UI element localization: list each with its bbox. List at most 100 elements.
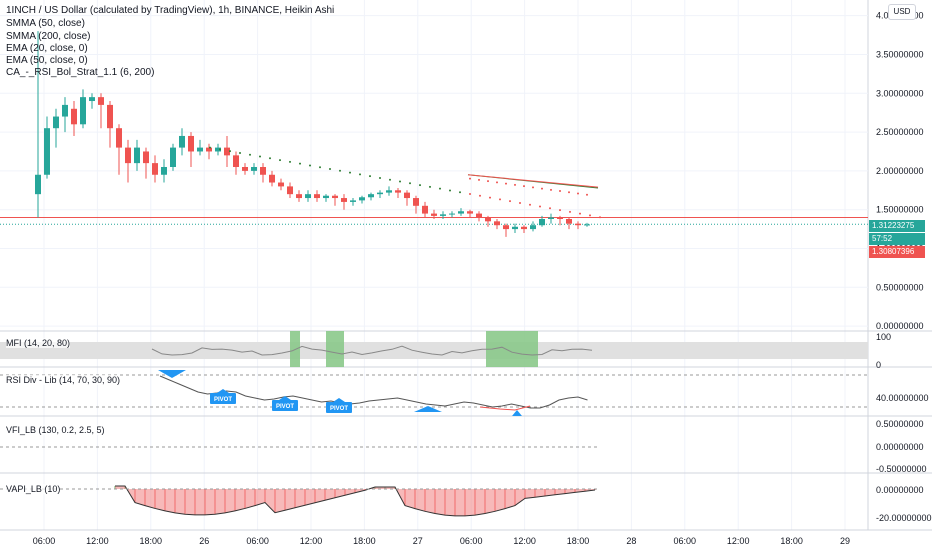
ema-dot [559, 190, 561, 193]
candle-body [332, 195, 338, 199]
candle-body [422, 205, 428, 214]
x-tick-label: 18:00 [567, 536, 590, 546]
x-tick-label: 18:00 [140, 536, 163, 546]
smma-dot [569, 210, 571, 213]
candle-body [323, 195, 329, 199]
smma-dot [229, 150, 231, 153]
candle-body [341, 198, 347, 202]
main-price-pane[interactable] [0, 31, 868, 237]
smma-dot [379, 176, 381, 179]
candle-body [566, 219, 572, 224]
ema-dot [532, 186, 534, 189]
mfi-line [151, 345, 593, 356]
vfi-tick: 0.50000000 [876, 419, 924, 429]
smma-dot [509, 200, 511, 203]
x-tick-label: 26 [199, 536, 209, 546]
vfi-label[interactable]: VFI_LB (130, 0.2, 2.5, 5) [6, 425, 105, 435]
candle-body [413, 198, 419, 206]
ema-dot [577, 192, 579, 195]
candle-body [116, 128, 122, 148]
pivot-top-marker [158, 370, 186, 378]
smma-dot [349, 171, 351, 174]
smma-dot [269, 157, 271, 160]
x-tick-label: 12:00 [300, 536, 323, 546]
candle-body [548, 217, 554, 220]
smma-dot [449, 189, 451, 192]
candle-body [485, 217, 491, 222]
candle-body [404, 192, 410, 199]
candle-body [35, 174, 41, 195]
smma-dot [249, 153, 251, 156]
smma-dot [549, 207, 551, 210]
candle-body [134, 147, 140, 164]
ema-dot [586, 193, 588, 196]
candle-body [215, 147, 221, 152]
candle-body [305, 194, 311, 199]
pivot-bottom-marker [512, 410, 522, 416]
x-tick-label: 12:00 [727, 536, 750, 546]
ema-dot [523, 185, 525, 188]
chart-title: 1INCH / US Dollar (calculated by Trading… [6, 5, 335, 16]
currency-button[interactable]: USD [888, 4, 916, 20]
candle-body [395, 190, 401, 193]
indicator-smma-50[interactable]: SMMA (50, close) [6, 18, 85, 29]
candle-body [512, 226, 518, 230]
vapi-tick: 0.00000000 [876, 485, 924, 495]
candle-body [188, 135, 194, 152]
candle-body [80, 97, 86, 125]
ema-dot [541, 187, 543, 190]
candle-body [557, 217, 563, 220]
indicator-ema-20[interactable]: EMA (20, close, 0) [6, 43, 88, 54]
smma-dot [299, 162, 301, 165]
ema-dot [496, 181, 498, 184]
x-tick-label: 06:00 [460, 536, 483, 546]
candle-body [251, 167, 257, 171]
vapi-tick: -20.00000000 [876, 513, 932, 523]
countdown-tag: 57:52 [869, 233, 925, 245]
y-tick-label: 2.50000000 [876, 127, 924, 137]
candle-body [170, 147, 176, 167]
candle-body [125, 147, 131, 164]
candle-body [143, 151, 149, 164]
x-tick-label: 12:00 [513, 536, 536, 546]
rsi-pane[interactable]: PIVOT PIVOT PIVOT [0, 370, 868, 416]
candle-body [530, 225, 536, 230]
mfi-tick: 100 [876, 332, 891, 342]
mfi-pane[interactable] [0, 331, 868, 367]
vapi-line [115, 485, 596, 517]
candle-body [494, 221, 500, 226]
indicator-ema-50[interactable]: EMA (50, close, 0) [6, 55, 88, 66]
vapi-label[interactable]: VAPI_LB (10) [6, 484, 61, 494]
pivot-label: PIVOT [214, 397, 232, 403]
candle-body [260, 167, 266, 175]
candle-body [161, 167, 167, 175]
smma-dot [209, 146, 211, 149]
smma-dot [319, 166, 321, 169]
x-tick-label: 06:00 [33, 536, 56, 546]
smma-dot [219, 148, 221, 151]
pivot-bottom-marker [414, 406, 442, 412]
candle-body [62, 104, 68, 117]
candle-body [296, 194, 302, 199]
ema-dot [505, 182, 507, 185]
smma-dot [329, 168, 331, 171]
mfi-label[interactable]: MFI (14, 20, 80) [6, 338, 71, 348]
smma-dot [239, 151, 241, 154]
candle-body [98, 97, 104, 105]
smma-dot [559, 209, 561, 212]
vfi-tick: -0.50000000 [876, 464, 927, 474]
smma-dot [529, 203, 531, 206]
y-tick-label: 0.00000000 [876, 321, 924, 331]
vapi-area [115, 486, 595, 516]
pivot-arrow [333, 398, 345, 402]
candle-body [53, 116, 59, 129]
smma-dot [359, 173, 361, 176]
vapi-pane[interactable] [0, 485, 600, 517]
indicator-rsi-bol-strat[interactable]: CA_-_RSI_Bol_Strat_1.1 (6, 200) [6, 67, 155, 78]
smma-dot [369, 175, 371, 178]
rsi-label[interactable]: RSI Div - Lib (14, 70, 30, 90) [6, 375, 121, 385]
indicator-smma-200[interactable]: SMMA (200, close) [6, 31, 91, 42]
ema-dot [478, 178, 480, 181]
candle-body [179, 135, 185, 148]
smma-dot [309, 164, 311, 167]
